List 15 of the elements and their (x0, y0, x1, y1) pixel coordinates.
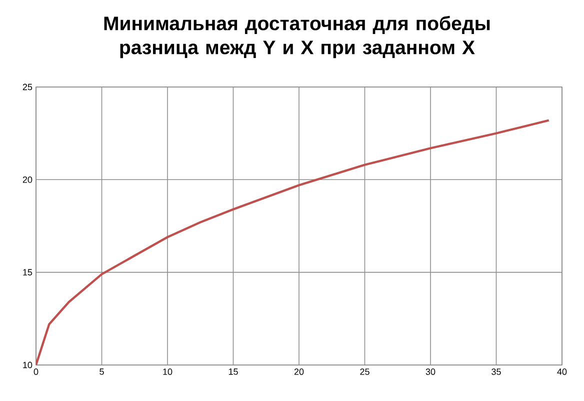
x-tick-label: 10 (163, 368, 172, 375)
x-tick-label: 30 (426, 368, 436, 375)
x-tick-label: 20 (294, 368, 304, 375)
x-tick-label: 5 (100, 368, 104, 375)
line-series (36, 119, 550, 365)
chart-title: Минимальная достаточная для победы разница межд Y и X при заданном X (104, 16, 490, 58)
y-tick-label: 20 (22, 176, 32, 183)
y-tick-label: 25 (22, 84, 32, 90)
y-tick-label: 15 (23, 269, 32, 276)
x-tick-label: 35 (492, 368, 501, 375)
x-tick-label: 15 (228, 368, 238, 375)
x-tick-label: 0 (34, 368, 38, 375)
x-tick-label: 25 (360, 368, 370, 375)
x-tick-label: 40 (557, 368, 567, 375)
y-tick-label: 10 (23, 362, 32, 368)
